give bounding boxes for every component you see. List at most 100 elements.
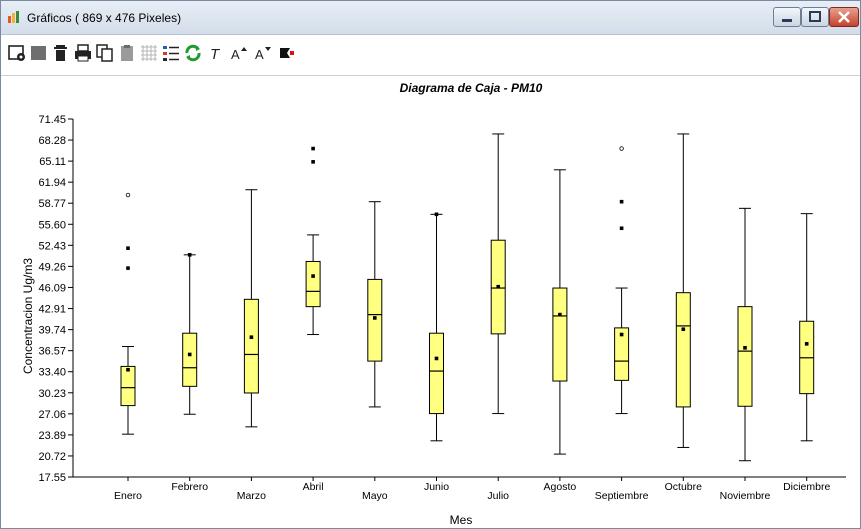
maximize-button[interactable] (801, 7, 829, 27)
box-junio (429, 212, 444, 442)
flag-icon[interactable] (277, 43, 297, 63)
minimize-icon (782, 19, 792, 22)
mean-marker (126, 367, 130, 372)
extreme-point (125, 192, 131, 198)
minimize-button[interactable] (773, 7, 801, 27)
outlier-point (187, 253, 192, 257)
close-icon (838, 11, 850, 23)
title-bar[interactable]: Gráficos ( 869 x 476 Pixeles) (1, 1, 860, 35)
mean-marker (249, 335, 254, 339)
delete-icon[interactable] (51, 43, 71, 63)
y-tick-label: 39.74 (38, 325, 66, 337)
x-tick-label: Mayo (362, 490, 388, 502)
box-iqr (367, 278, 383, 362)
box-iqr (429, 332, 444, 415)
box-julio (490, 133, 506, 415)
box-iqr (182, 332, 198, 387)
outlier-point (434, 212, 439, 217)
box-octubre (675, 133, 691, 448)
print-icon[interactable] (73, 43, 93, 63)
box-iqr (737, 306, 753, 407)
mean-marker (311, 274, 315, 278)
text-style-glyph: T (210, 46, 221, 63)
mean-marker (619, 332, 624, 337)
font-increase-glyph: A (231, 47, 240, 62)
chart-title: Diagrama de Caja - PM10 (400, 81, 543, 95)
toolbar: T A A (1, 35, 860, 76)
y-tick-label: 58.77 (38, 198, 66, 210)
font-decrease-glyph: A (255, 47, 264, 62)
x-tick-label: Octubre (665, 481, 703, 493)
box-marzo (243, 189, 259, 428)
outlier-point (311, 146, 315, 151)
y-tick-label: 20.72 (38, 451, 66, 463)
mean-marker (496, 284, 500, 289)
extreme-point (619, 146, 624, 151)
copy-icon[interactable] (95, 43, 115, 63)
box-septiembre (614, 146, 630, 415)
text-style-icon[interactable]: T (205, 43, 225, 63)
outlier-point (619, 199, 624, 204)
box-noviembre (737, 207, 753, 462)
box-mayo (367, 201, 383, 408)
box-iqr (675, 292, 691, 408)
box-series (120, 133, 815, 462)
y-tick-label: 65.11 (39, 156, 66, 168)
box-enero (120, 192, 136, 435)
box-abril (305, 146, 321, 336)
x-tick-label: Febrero (171, 481, 208, 493)
y-tick-label: 46.09 (38, 282, 66, 294)
mean-marker (743, 346, 747, 350)
box-iqr (614, 327, 630, 381)
box-iqr (243, 298, 259, 394)
grid-icon[interactable] (139, 43, 159, 63)
y-tick-label: 49.26 (38, 261, 66, 273)
outlier-point (126, 246, 130, 250)
y-axis-label: Concentracion Ug/m3 (21, 258, 35, 374)
mean-marker (434, 356, 439, 361)
x-tick-label: Junio (424, 481, 449, 493)
y-tick-label: 55.60 (38, 219, 66, 231)
y-tick-label: 30.23 (38, 388, 66, 400)
y-tick-label: 61.94 (38, 177, 66, 189)
x-axis-ticks: Enero Febrero Marzo Abril Mayo Junio Julio Agos… (114, 477, 830, 502)
x-tick-label: Agosto (544, 481, 577, 493)
x-tick-label: Julio (487, 490, 509, 502)
box-plot: Diagrama de Caja - PM10 Concentracion Ug… (21, 81, 846, 527)
y-tick-label: 17.55 (38, 472, 66, 484)
x-tick-label: Diciembre (783, 481, 830, 493)
y-axis-ticks: 71.45 68.28 65.11 61.94 58.77 55.60 52.43 49.26… (38, 114, 73, 484)
color-icon[interactable] (29, 43, 49, 63)
y-tick-label: 71.45 (38, 114, 66, 126)
box-diciembre (799, 213, 815, 442)
legend-icon[interactable] (161, 43, 181, 63)
box-iqr (552, 287, 568, 382)
y-tick-label: 42.91 (38, 304, 66, 316)
box-iqr (120, 365, 136, 407)
paste-icon[interactable] (117, 43, 137, 63)
y-tick-label: 23.89 (38, 430, 66, 442)
x-tick-label: Noviembre (720, 490, 771, 502)
box-agosto (552, 169, 568, 455)
close-button[interactable] (829, 7, 859, 27)
y-tick-label: 68.28 (38, 135, 66, 147)
mean-marker (373, 316, 377, 320)
maximize-icon (809, 11, 821, 22)
mean-marker (558, 312, 562, 317)
chart-app-icon (8, 11, 19, 23)
y-tick-label: 33.40 (38, 367, 66, 379)
refresh-icon[interactable] (183, 43, 203, 63)
font-increase-icon[interactable]: A (229, 43, 249, 63)
y-tick-label: 36.57 (38, 346, 66, 358)
mean-marker (681, 327, 686, 332)
font-decrease-icon[interactable]: A (253, 43, 273, 63)
x-tick-label: Septiembre (595, 490, 649, 502)
x-axis-label: Mes (450, 513, 473, 527)
settings-icon[interactable] (7, 43, 27, 63)
mean-marker (187, 352, 192, 357)
box-iqr (305, 260, 321, 308)
outlier-point (311, 160, 315, 164)
y-tick-label: 27.06 (38, 409, 66, 421)
outlier-point (126, 266, 130, 270)
